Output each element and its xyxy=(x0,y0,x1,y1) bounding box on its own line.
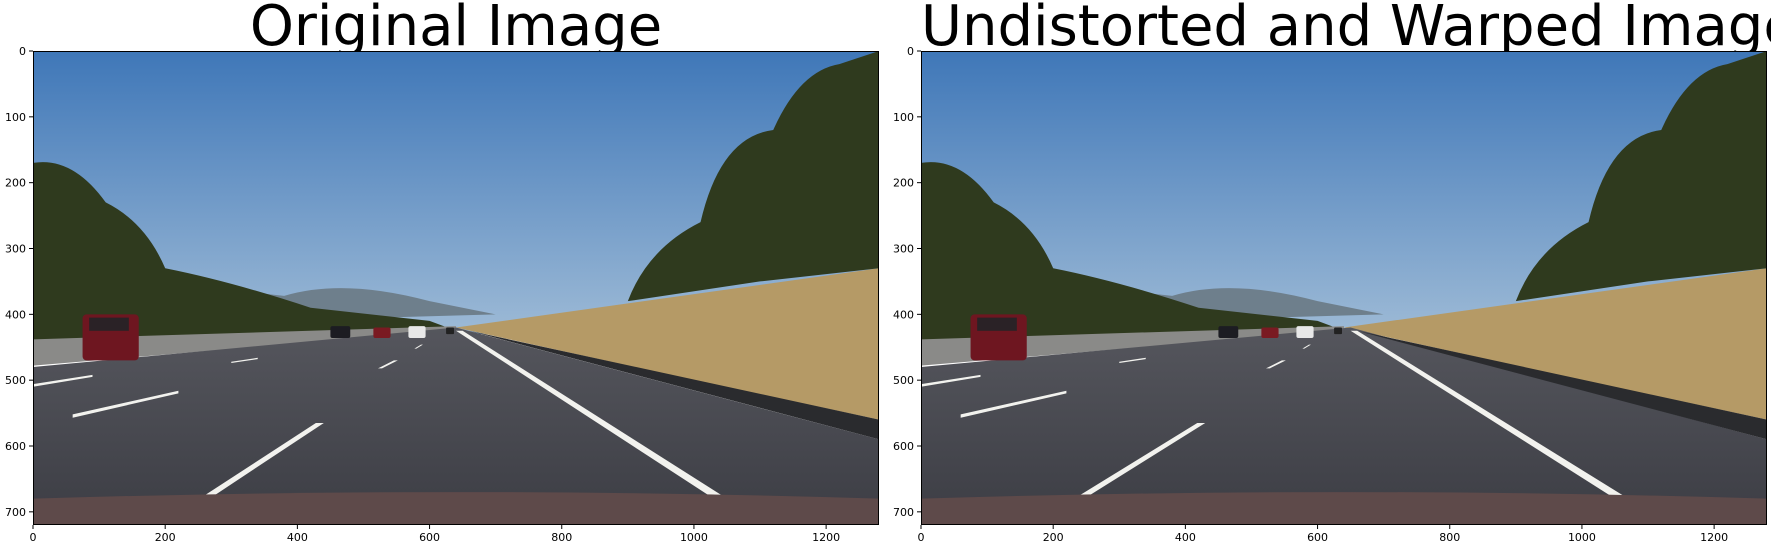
lane-line-right xyxy=(456,330,727,499)
left-panel-title: Original Image xyxy=(249,0,663,59)
lane-dash xyxy=(414,344,423,349)
road-scene-image xyxy=(33,51,879,525)
car xyxy=(446,327,455,335)
x-tick-label: 400 xyxy=(1175,531,1196,544)
lane-dash xyxy=(1302,344,1311,349)
trees-left xyxy=(33,162,456,348)
y-tick-label: 100 xyxy=(5,111,26,124)
y-tick-label: 600 xyxy=(893,440,914,453)
lane-dash xyxy=(378,360,398,369)
dry-grass xyxy=(1344,268,1767,420)
road-surface xyxy=(33,327,879,525)
lane-dash xyxy=(960,390,1067,418)
red-suv-window xyxy=(977,317,1017,331)
vehicle-hood xyxy=(921,492,1767,525)
car xyxy=(330,326,351,339)
y-tick-label: 300 xyxy=(5,243,26,256)
car xyxy=(1261,327,1279,339)
y-tick-label: 200 xyxy=(893,177,914,190)
x-tick-label: 1200 xyxy=(812,531,840,544)
lane-dash xyxy=(1266,360,1286,369)
original-image-panel: 0 200 400 600 800 1000 1200 0 100 200 300 400 500 600… xyxy=(5,45,879,544)
car xyxy=(1218,326,1239,339)
undistorted-warped-image-panel: 0 200 400 600 800 1000 1200 0 100 200 300 400 500 600… xyxy=(893,45,1767,544)
x-tick-label: 200 xyxy=(155,531,176,544)
car xyxy=(1334,327,1343,335)
car xyxy=(408,326,426,339)
y-tick-label: 200 xyxy=(5,177,26,190)
x-tick-label: 1000 xyxy=(680,531,708,544)
x-tick-label: 200 xyxy=(1043,531,1064,544)
axes-frame xyxy=(921,51,1767,525)
road-shoulder xyxy=(469,330,879,440)
x-tick-label: 1200 xyxy=(1700,531,1728,544)
car xyxy=(373,327,391,339)
road-scene-image xyxy=(921,51,1767,525)
lane-dash xyxy=(231,357,258,364)
x-tick-label: 0 xyxy=(30,531,37,544)
lane-line-right xyxy=(1350,330,1629,499)
x-tick-label: 800 xyxy=(551,531,572,544)
y-tick-label: 0 xyxy=(19,45,26,58)
lane-dash xyxy=(1119,357,1146,364)
y-tick-label: 700 xyxy=(893,506,914,519)
y-tick-label: 500 xyxy=(893,374,914,387)
y-tick-label: 300 xyxy=(893,243,914,256)
red-suv-window xyxy=(89,317,129,331)
trees-left xyxy=(921,162,1344,348)
lane-dash xyxy=(1076,422,1206,498)
x-tick-label: 0 xyxy=(918,531,925,544)
y-tick-label: 400 xyxy=(893,308,914,321)
road-surface xyxy=(921,327,1767,525)
vehicle-hood xyxy=(33,492,879,525)
y-tick-label: 600 xyxy=(5,440,26,453)
x-tick-label: 400 xyxy=(287,531,308,544)
y-tick-label: 700 xyxy=(5,506,26,519)
x-tick-label: 800 xyxy=(1439,531,1460,544)
right-panel-title: Undistorted and Warped Image xyxy=(921,0,1771,59)
y-tick-label: 500 xyxy=(5,374,26,387)
trees-right xyxy=(627,51,879,302)
lane-dash xyxy=(201,422,324,498)
trees-right xyxy=(1515,51,1767,302)
dry-grass xyxy=(456,268,879,420)
lane-dash xyxy=(72,390,179,418)
y-tick-label: 0 xyxy=(907,45,914,58)
x-tick-label: 1000 xyxy=(1568,531,1596,544)
lane-dash xyxy=(921,374,981,387)
lane-dash xyxy=(33,374,93,387)
road-shoulder xyxy=(1357,330,1767,440)
y-tick-label: 100 xyxy=(893,111,914,124)
y-tick-label: 400 xyxy=(5,308,26,321)
x-tick-label: 600 xyxy=(419,531,440,544)
x-tick-label: 600 xyxy=(1307,531,1328,544)
car xyxy=(1296,326,1314,339)
axes-frame xyxy=(33,51,879,525)
